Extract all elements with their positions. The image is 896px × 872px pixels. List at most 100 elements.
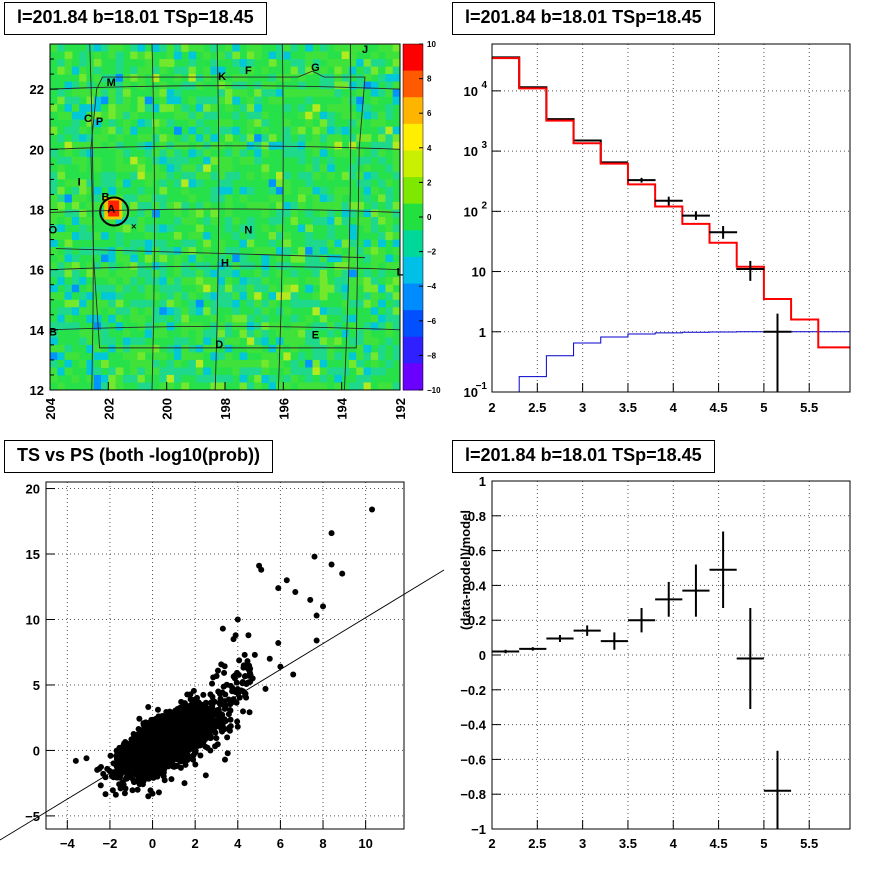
map-pixel [93, 156, 102, 165]
map-pixel [57, 66, 66, 75]
map-pixel [195, 171, 204, 180]
scatter-point [118, 768, 125, 775]
coord-parallel [49, 208, 401, 213]
map-pixel [93, 59, 102, 68]
map-pixel [283, 374, 292, 383]
scatter-point [149, 790, 156, 797]
map-pixel [144, 134, 153, 143]
map-pixel [210, 194, 219, 203]
map-pixel [122, 277, 131, 286]
map-pixel [232, 224, 241, 233]
map-pixel [378, 239, 386, 248]
scatter-point [191, 714, 198, 721]
map-pixel [363, 314, 372, 323]
map-pixel [290, 66, 299, 75]
map-pixel [101, 171, 109, 180]
map-pixel [283, 367, 292, 376]
map-pixel [159, 149, 168, 158]
map-pixel [232, 217, 241, 226]
map-pixel [363, 217, 372, 226]
y-tick-label: 14 [30, 323, 45, 338]
map-pixel [195, 277, 204, 286]
map-pixel [385, 66, 394, 75]
map-pixel [130, 51, 138, 60]
map-pixel [195, 374, 204, 383]
map-pixel [79, 284, 87, 293]
map-pixel [79, 374, 87, 383]
map-pixel [210, 209, 219, 218]
map-pixel [341, 299, 350, 308]
map-pixel [122, 89, 131, 98]
map-pixel [239, 329, 248, 338]
map-pixel [254, 104, 262, 113]
map-pixel [203, 344, 211, 353]
map-pixel [319, 382, 328, 391]
map-pixel [217, 284, 226, 293]
y-tick-label: 10 [464, 144, 478, 159]
scatter-point [195, 700, 202, 707]
map-pixel [334, 247, 343, 256]
map-pixel [363, 66, 372, 75]
map-pixel [130, 337, 138, 346]
map-pixel [312, 239, 321, 248]
map-pixel [181, 156, 190, 165]
map-pixel [378, 156, 386, 165]
map-pixel [290, 119, 299, 128]
scatter-point [236, 694, 243, 701]
map-pixel [297, 224, 306, 233]
x-tick-label: 2 [488, 836, 495, 851]
scatter-point [190, 756, 197, 763]
map-pixel [378, 224, 386, 233]
map-pixel [101, 74, 109, 83]
map-pixel [71, 209, 80, 218]
map-pixel [385, 307, 394, 316]
map-pixel [268, 352, 277, 361]
map-pixel [203, 51, 211, 60]
map-pixel [217, 186, 226, 195]
map-pixel [327, 171, 335, 180]
map-pixel [312, 382, 321, 391]
map-pixel [225, 217, 233, 226]
map-pixel [276, 209, 284, 218]
map-pixel [341, 254, 350, 263]
map-pixel [195, 269, 204, 278]
map-pixel [261, 374, 270, 383]
map-pixel [188, 149, 197, 158]
map-pixel [86, 344, 95, 353]
map-pixel [101, 239, 109, 248]
map-pixel [370, 111, 379, 120]
map-pixel [254, 119, 262, 128]
map-pixel [246, 66, 255, 75]
map-pixel [130, 74, 138, 83]
map-pixel [312, 111, 321, 120]
map-pixel [122, 217, 131, 226]
map-pixel [370, 217, 379, 226]
map-pixel [71, 201, 80, 210]
y-tick-label: 16 [30, 263, 44, 278]
map-pixel [122, 224, 131, 233]
map-pixel [378, 111, 386, 120]
map-pixel [327, 352, 335, 361]
map-pixel [305, 164, 313, 173]
map-pixel [152, 269, 160, 278]
map-pixel [370, 66, 379, 75]
map-pixel [101, 352, 109, 361]
map-pixel [327, 59, 335, 68]
map-pixel [93, 51, 102, 60]
colorbar-band [403, 97, 423, 125]
map-pixel [370, 141, 379, 150]
scatter-point [222, 717, 229, 724]
map-pixel [101, 322, 109, 331]
map-pixel [217, 119, 226, 128]
map-pixel [188, 329, 197, 338]
source-label: A [107, 203, 115, 215]
map-pixel [57, 352, 66, 361]
map-pixel [173, 337, 182, 346]
map-pixel [203, 149, 211, 158]
roi-outline [90, 70, 366, 349]
map-pixel [64, 239, 73, 248]
scatter-point [167, 759, 174, 766]
map-pixel [268, 104, 277, 113]
scatter-point [152, 732, 159, 739]
map-pixel [144, 111, 153, 120]
